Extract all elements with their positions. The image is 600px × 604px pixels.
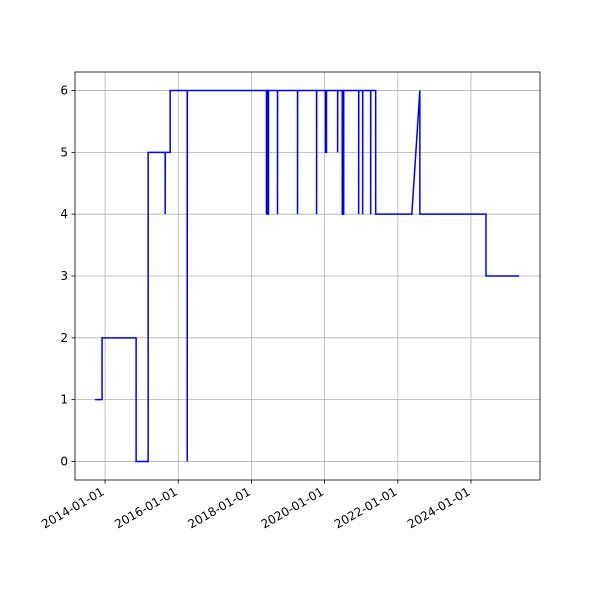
y-tick-label: 0 [60,454,68,468]
y-tick-label: 5 [60,145,68,159]
plot-frame [74,71,541,481]
y-tick-label: 3 [60,269,68,283]
data-line [95,89,520,463]
y-tick-label: 2 [60,331,68,345]
y-tick-label: 4 [60,207,68,221]
y-tick-label: 6 [60,84,68,98]
y-tick-label: 1 [60,393,68,407]
